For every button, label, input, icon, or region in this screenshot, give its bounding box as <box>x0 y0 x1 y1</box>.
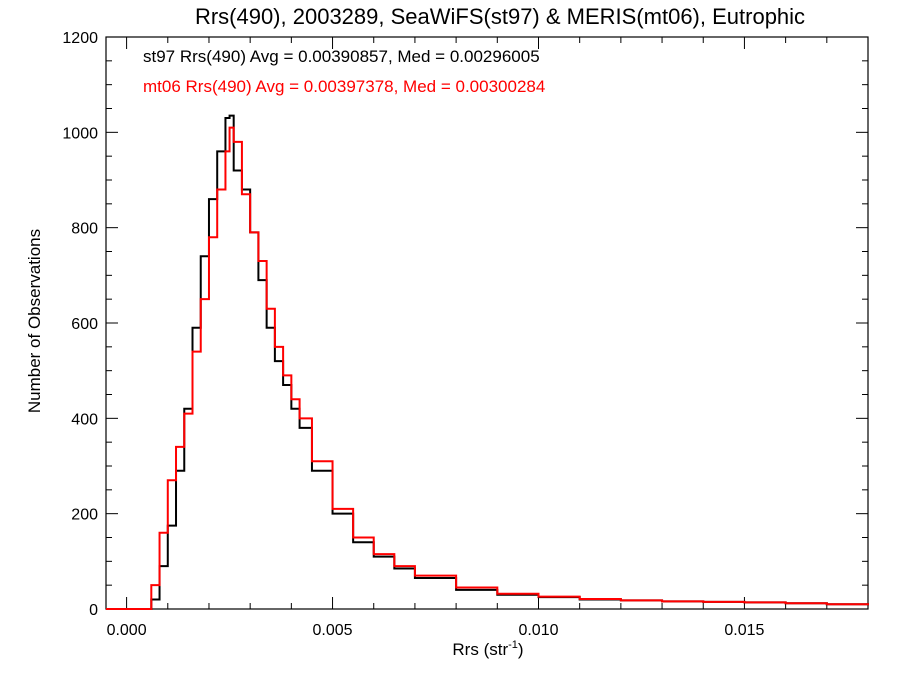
x-tick-label: 0.010 <box>518 622 558 639</box>
plot-border <box>105 36 869 610</box>
x-axis-label-superscript: -1 <box>508 639 518 651</box>
y-tick-label: 600 <box>71 316 98 333</box>
x-tick-label: 0.000 <box>107 622 147 639</box>
x-axis: 0.000 0.005 0.010 0.015 <box>107 37 869 639</box>
x-tick-label: 0.015 <box>724 622 764 639</box>
y-tick-label: 1000 <box>62 125 98 142</box>
x-axis-label-tail: ) <box>518 640 524 659</box>
y-tick-label: 1200 <box>62 30 98 47</box>
chart-title: Rrs(490), 2003289, SeaWiFS(st97) & MERIS… <box>195 4 805 29</box>
plot-frame <box>105 36 869 610</box>
x-tick-label: 0.005 <box>313 622 353 639</box>
x-axis-label: Rrs (str-1) <box>452 639 523 659</box>
y-tick-label: 400 <box>71 411 98 428</box>
y-axis-label: Number of Observations <box>25 229 44 413</box>
y-tick-label: 200 <box>71 507 98 524</box>
x-axis-label-main: Rrs (str <box>452 640 508 659</box>
annotation-mt06-stats: mt06 Rrs(490) Avg = 0.00397378, Med = 0.… <box>143 77 545 96</box>
series-layer <box>106 114 869 610</box>
y-tick-label: 800 <box>71 221 98 238</box>
y-axis: 0 200 400 600 800 1000 1200 <box>62 30 868 619</box>
series-line-1 <box>106 126 869 610</box>
annotation-st97-stats: st97 Rrs(490) Avg = 0.00390857, Med = 0.… <box>143 47 540 66</box>
y-tick-label: 0 <box>89 602 98 619</box>
